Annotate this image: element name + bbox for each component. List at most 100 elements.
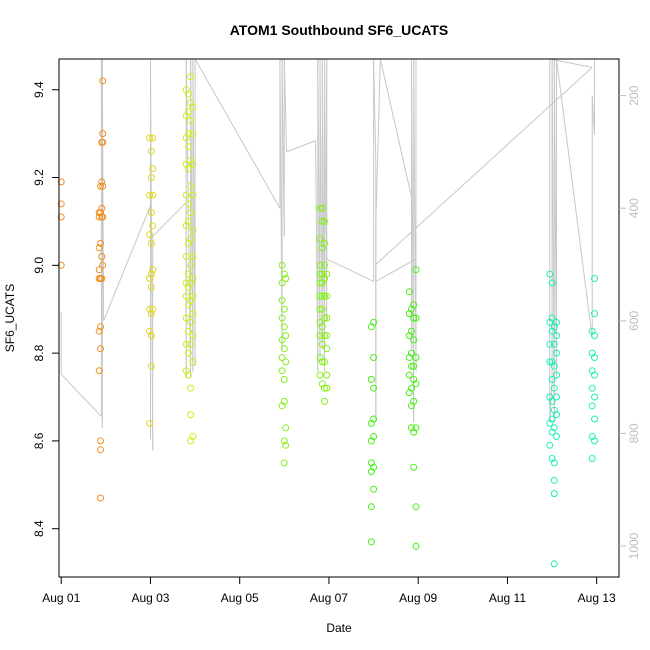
data-point bbox=[548, 415, 556, 423]
data-point bbox=[146, 231, 154, 239]
data-point bbox=[282, 332, 290, 340]
data-point bbox=[316, 332, 324, 340]
data-point bbox=[149, 134, 157, 142]
data-point bbox=[282, 275, 290, 282]
data-point bbox=[187, 384, 195, 392]
data-point bbox=[321, 239, 328, 247]
altitude-segment bbox=[326, 258, 374, 282]
data-point bbox=[187, 235, 195, 243]
data-point bbox=[591, 437, 598, 445]
data-point bbox=[321, 261, 328, 269]
data-point bbox=[184, 327, 192, 335]
data-point bbox=[405, 354, 413, 361]
data-point bbox=[370, 354, 378, 361]
data-point bbox=[182, 279, 190, 287]
data-point bbox=[410, 301, 418, 309]
data-point bbox=[546, 441, 554, 449]
data-point bbox=[367, 323, 375, 331]
data-point bbox=[182, 314, 190, 322]
data-point bbox=[184, 130, 192, 138]
data-point bbox=[591, 371, 598, 379]
data-point bbox=[149, 191, 157, 199]
data-point bbox=[280, 397, 288, 405]
data-point bbox=[189, 226, 197, 234]
x-axis: Aug 01 Aug 03 Aug 05 Aug 07 Aug 09 Aug 11 Aug … bbox=[42, 577, 616, 605]
altitude-segment bbox=[375, 67, 593, 265]
data-point bbox=[316, 270, 324, 278]
y-tick-label: 8.8 bbox=[32, 344, 46, 361]
data-point bbox=[99, 213, 107, 221]
data-point bbox=[591, 354, 598, 361]
data-point bbox=[318, 292, 326, 300]
data-points bbox=[57, 73, 598, 568]
data-point bbox=[323, 345, 331, 353]
data-point bbox=[184, 143, 192, 151]
data-point bbox=[408, 424, 415, 432]
altitude-profile bbox=[60, 58, 595, 451]
data-point bbox=[189, 253, 197, 260]
data-point bbox=[321, 358, 328, 366]
data-point bbox=[550, 560, 558, 568]
data-point bbox=[550, 406, 558, 414]
data-point bbox=[553, 318, 560, 326]
data-point bbox=[99, 77, 107, 85]
data-point bbox=[405, 288, 413, 296]
data-point bbox=[370, 318, 378, 326]
data-point bbox=[553, 371, 560, 379]
data-point bbox=[318, 279, 326, 287]
data-point bbox=[149, 222, 157, 230]
data-point bbox=[553, 411, 560, 419]
plot-frame bbox=[58, 58, 620, 578]
y2-tick-label: 400 bbox=[627, 198, 641, 218]
data-point bbox=[146, 275, 154, 282]
data-point bbox=[184, 217, 192, 225]
data-point bbox=[318, 323, 326, 331]
data-point bbox=[187, 73, 195, 81]
y-tick-label: 9.2 bbox=[32, 169, 46, 186]
data-point bbox=[282, 441, 290, 449]
data-point bbox=[184, 349, 192, 357]
data-point bbox=[278, 336, 286, 344]
data-point bbox=[189, 160, 197, 168]
data-point bbox=[95, 266, 103, 274]
data-point bbox=[182, 340, 190, 348]
data-point bbox=[97, 323, 104, 331]
data-point bbox=[184, 165, 192, 173]
data-point bbox=[321, 314, 328, 322]
x-tick-label: Aug 05 bbox=[221, 591, 259, 605]
data-point bbox=[321, 397, 328, 405]
data-point bbox=[408, 305, 415, 313]
data-point bbox=[408, 402, 415, 410]
data-point bbox=[367, 459, 375, 467]
data-point bbox=[278, 261, 286, 269]
data-point bbox=[412, 503, 420, 511]
data-point bbox=[318, 305, 326, 313]
data-point bbox=[316, 279, 324, 287]
data-point bbox=[97, 345, 104, 353]
data-point bbox=[182, 367, 190, 375]
altitude-segment bbox=[373, 58, 377, 164]
data-point bbox=[412, 424, 420, 432]
data-point bbox=[550, 476, 558, 484]
data-point bbox=[548, 397, 556, 405]
data-point bbox=[588, 402, 596, 410]
data-point bbox=[321, 217, 328, 225]
data-point bbox=[591, 393, 598, 401]
data-point bbox=[591, 332, 598, 340]
altitude-segment bbox=[379, 58, 412, 198]
data-point bbox=[187, 318, 195, 326]
data-point bbox=[370, 433, 378, 440]
data-point bbox=[321, 275, 328, 282]
data-point bbox=[553, 393, 560, 401]
data-point bbox=[367, 437, 375, 445]
data-point bbox=[412, 314, 420, 322]
y-tick-label: 9.0 bbox=[32, 257, 46, 274]
y-tick-label: 8.6 bbox=[32, 432, 46, 449]
data-point bbox=[550, 459, 558, 467]
data-point bbox=[278, 367, 286, 375]
data-point bbox=[405, 310, 413, 318]
data-point bbox=[187, 117, 195, 124]
data-point bbox=[316, 204, 324, 212]
data-point bbox=[553, 349, 560, 357]
data-point bbox=[410, 362, 418, 370]
